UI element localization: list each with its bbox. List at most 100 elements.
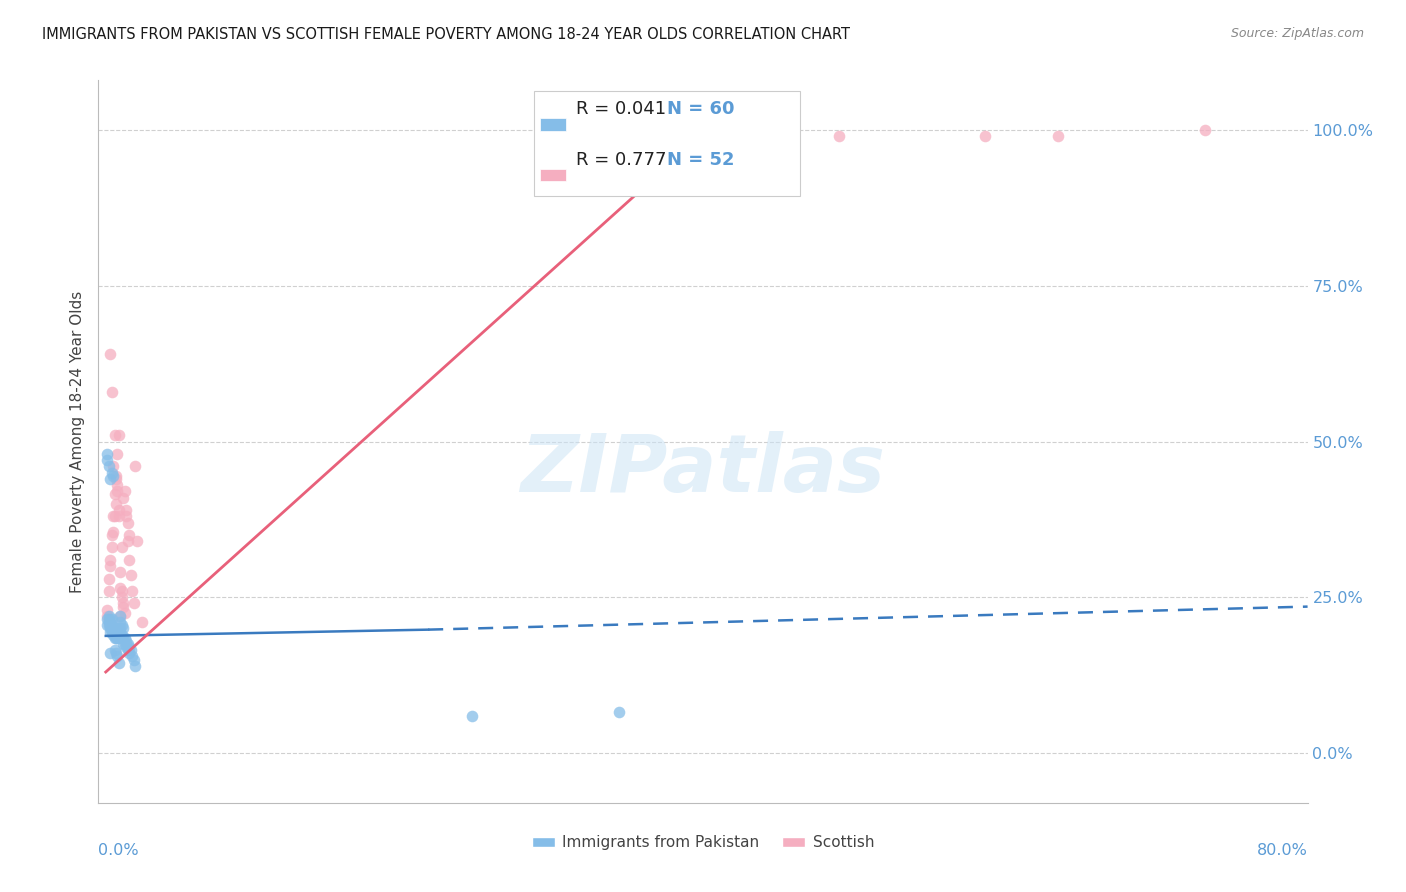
Point (103, 428, 125, 442)
Point (98, 615, 121, 630)
Text: R = 0.041: R = 0.041 (576, 100, 666, 118)
Point (100, 541, 122, 555)
Point (107, 447, 129, 461)
Point (97, 609, 120, 624)
Point (100, 618, 122, 632)
Point (98, 559, 121, 574)
FancyBboxPatch shape (540, 169, 567, 181)
Point (114, 637, 136, 651)
Point (101, 509, 124, 524)
Text: N = 52: N = 52 (666, 151, 734, 169)
Point (117, 637, 139, 651)
Point (111, 584, 134, 599)
Point (110, 624, 132, 639)
Point (105, 497, 128, 511)
Point (124, 658, 146, 673)
Point (97, 618, 120, 632)
Point (97, 615, 120, 630)
Point (107, 649, 129, 664)
Point (107, 631, 129, 645)
Point (96, 609, 118, 624)
Point (115, 640, 138, 654)
Point (100, 624, 122, 639)
Point (103, 487, 125, 501)
Point (120, 568, 142, 582)
Point (121, 649, 143, 664)
Point (110, 609, 132, 624)
Point (96, 453, 118, 467)
Point (107, 624, 129, 639)
Point (107, 478, 129, 492)
Point (118, 528, 141, 542)
Point (117, 516, 139, 530)
Point (827, 129, 849, 144)
Point (101, 459, 124, 474)
Legend: Immigrants from Pakistan, Scottish: Immigrants from Pakistan, Scottish (526, 830, 880, 856)
Point (100, 466, 122, 480)
Point (607, 706, 630, 720)
Point (97, 572, 120, 586)
Point (96, 447, 118, 461)
Point (131, 615, 153, 630)
Point (101, 624, 124, 639)
Point (108, 428, 131, 442)
Point (108, 656, 131, 670)
Point (112, 599, 135, 614)
Point (98, 621, 121, 635)
Point (115, 503, 138, 517)
Text: N = 60: N = 60 (666, 100, 734, 118)
FancyBboxPatch shape (534, 91, 800, 196)
Point (105, 646, 128, 660)
Point (111, 631, 134, 645)
Point (118, 646, 141, 660)
Point (110, 615, 132, 630)
Text: Source: ZipAtlas.com: Source: ZipAtlas.com (1230, 27, 1364, 40)
Point (112, 491, 135, 505)
Point (114, 484, 136, 499)
Point (117, 643, 139, 657)
Point (110, 581, 132, 595)
Point (101, 468, 124, 483)
Text: R = 0.777: R = 0.777 (576, 151, 666, 169)
Text: 0.0%: 0.0% (98, 843, 139, 857)
Point (96, 618, 118, 632)
Point (100, 612, 122, 626)
Point (122, 597, 145, 611)
Point (100, 384, 122, 399)
Point (124, 459, 146, 474)
Point (122, 652, 145, 666)
Point (974, 129, 997, 144)
Point (111, 627, 134, 641)
Point (98, 553, 121, 567)
Point (112, 597, 135, 611)
Point (105, 472, 128, 486)
Point (112, 631, 135, 645)
Point (100, 528, 122, 542)
Point (108, 503, 131, 517)
Point (112, 637, 135, 651)
Point (108, 627, 131, 641)
Point (110, 566, 132, 580)
Point (103, 509, 125, 524)
Point (98, 646, 121, 660)
Point (1194, 123, 1216, 137)
Text: ZIPatlas: ZIPatlas (520, 432, 886, 509)
Point (110, 621, 132, 635)
Point (108, 509, 131, 524)
Point (117, 534, 139, 549)
Point (97, 459, 120, 474)
Point (115, 633, 138, 648)
Point (105, 468, 128, 483)
Point (125, 534, 148, 549)
Y-axis label: Female Poverty Among 18-24 Year Olds: Female Poverty Among 18-24 Year Olds (69, 291, 84, 592)
Point (461, 708, 484, 723)
Point (98, 472, 121, 486)
Point (103, 621, 125, 635)
Point (120, 643, 142, 657)
Point (103, 631, 125, 645)
Point (111, 541, 134, 555)
Point (101, 524, 124, 539)
Text: 80.0%: 80.0% (1257, 843, 1308, 857)
FancyBboxPatch shape (540, 118, 567, 131)
Point (1047, 129, 1070, 144)
